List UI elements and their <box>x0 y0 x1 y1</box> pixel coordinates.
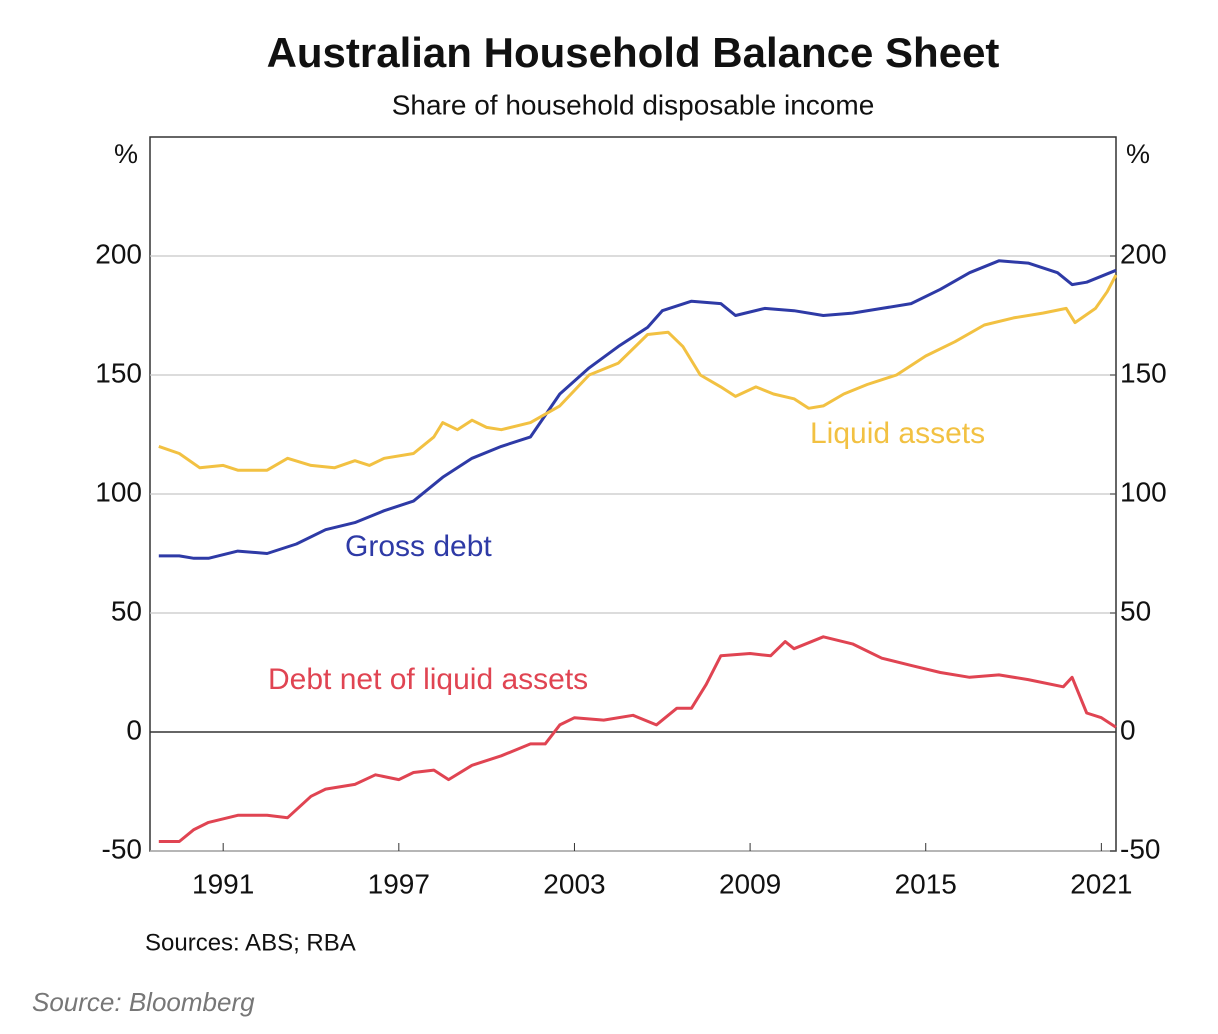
y-tick-label: 200 <box>95 238 142 269</box>
y-unit: % <box>114 139 138 169</box>
series-line <box>158 274 1118 472</box>
x-tick-label: 1997 <box>368 868 430 899</box>
series-label: Gross debt <box>345 530 492 563</box>
y2-unit: % <box>1126 139 1150 169</box>
chart-title: Australian Household Balance Sheet <box>267 29 1000 76</box>
x-tick-label: 2021 <box>1070 868 1132 899</box>
series-line <box>158 259 1117 560</box>
y2-tick-label: 200 <box>1120 238 1167 269</box>
y2-tick-label: 50 <box>1120 595 1151 626</box>
y2-tick-label: -50 <box>1120 833 1160 864</box>
source: Sources: ABS; RBA <box>145 929 356 956</box>
x-tick-label: 2003 <box>543 868 605 899</box>
footer: Source: Bloomberg <box>32 987 255 1017</box>
series-label: Liquid assets <box>810 417 985 450</box>
series-line <box>158 635 1117 843</box>
y2-tick-label: 150 <box>1120 357 1167 388</box>
x-tick-label: 2015 <box>895 868 957 899</box>
chart-subtitle: Share of household disposable income <box>392 89 875 120</box>
y-tick-label: 150 <box>95 357 142 388</box>
y-tick-label: 50 <box>111 595 142 626</box>
y-tick-label: -50 <box>102 833 142 864</box>
series-label: Debt net of liquid assets <box>268 663 588 696</box>
y2-tick-label: 100 <box>1120 476 1167 507</box>
y-tick-label: 100 <box>95 476 142 507</box>
x-tick-label: 2009 <box>719 868 781 899</box>
x-tick-label: 1991 <box>192 868 254 899</box>
y-tick-label: 0 <box>126 714 142 745</box>
y2-tick-label: 0 <box>1120 714 1136 745</box>
